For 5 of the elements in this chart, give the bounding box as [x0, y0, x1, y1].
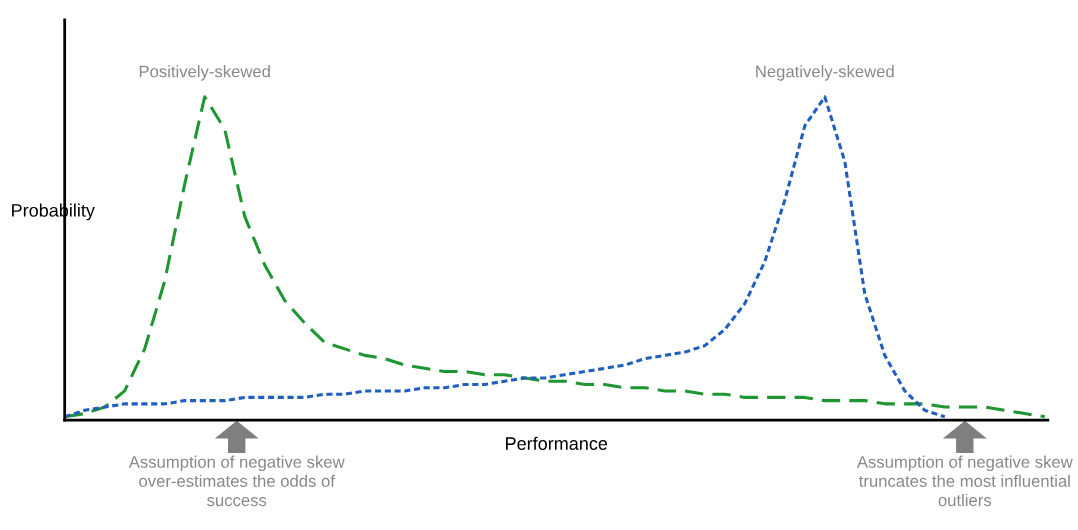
- series-label: Negatively-skewed: [756, 65, 894, 81]
- text: Assumption of negative skew truncates the most influential outliers: [856, 455, 1073, 507]
- series-label: Positively-skewed: [139, 65, 270, 81]
- text: Assumption of negative skew over-estimates the odds of success: [128, 455, 345, 507]
- x-axis-title: Performance: [506, 436, 608, 450]
